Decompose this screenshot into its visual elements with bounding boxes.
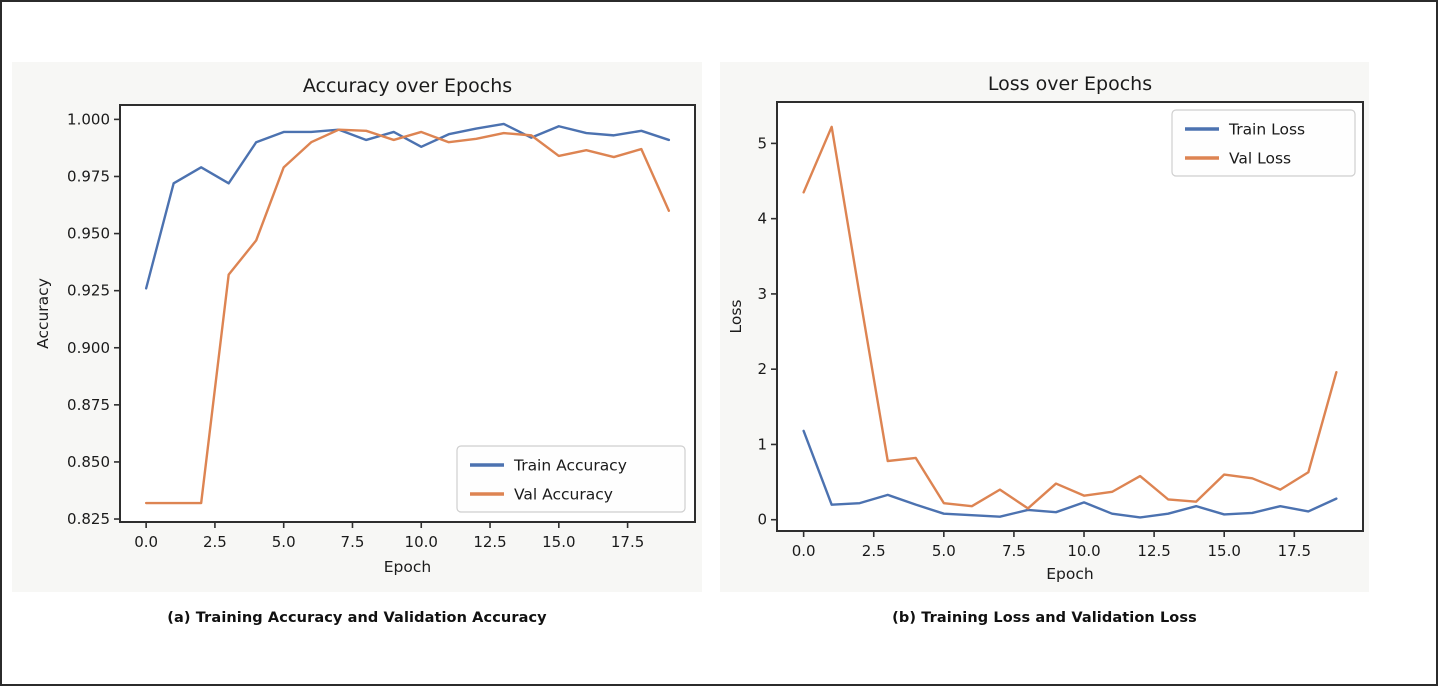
y-axis-label: Loss bbox=[727, 300, 745, 334]
legend-label: Train Accuracy bbox=[513, 457, 627, 475]
y-tick-label: 0.950 bbox=[67, 225, 110, 243]
y-axis-label: Accuracy bbox=[34, 278, 52, 349]
y-tick-label: 0.900 bbox=[67, 339, 110, 357]
y-tick-label: 1 bbox=[757, 435, 767, 453]
val-loss-line bbox=[802, 125, 1338, 510]
y-tick-label: 5 bbox=[757, 134, 767, 152]
x-tick-label: 7.5 bbox=[1002, 542, 1026, 560]
legend-box bbox=[456, 445, 686, 513]
y-tick-label: 2 bbox=[757, 360, 767, 378]
x-tick-label: 15.0 bbox=[1208, 542, 1241, 560]
y-tick-label: 0.825 bbox=[67, 510, 110, 528]
y-tick-label: 0.850 bbox=[67, 453, 110, 471]
y-tick-label: 4 bbox=[757, 210, 767, 228]
legend-label: Train Loss bbox=[1228, 121, 1305, 139]
caption-b: (b) Training Loss and Validation Loss bbox=[892, 610, 1197, 626]
legend-label: Val Accuracy bbox=[514, 486, 613, 504]
y-tick-label: 0 bbox=[757, 511, 767, 529]
x-tick-label: 5.0 bbox=[272, 533, 296, 551]
train-accuracy-line bbox=[144, 122, 671, 290]
x-tick-label: 7.5 bbox=[341, 533, 365, 551]
accuracy-chart: 0.0 2.5 5.0 7.5 10.0 12.5 15.0 17.5 0.825 0.850 0.… bbox=[34, 75, 696, 576]
y-tick-label: 0.975 bbox=[67, 167, 110, 185]
y-tick-label: 1.000 bbox=[67, 110, 110, 128]
x-axis-label: Epoch bbox=[384, 558, 431, 576]
x-tick-label: 17.5 bbox=[611, 533, 644, 551]
x-tick-label: 0.0 bbox=[792, 542, 816, 560]
loss-chart-panel: 0.0 2.5 5.0 7.5 10.0 12.5 15.0 17.5 0 1 2 3 4 5 Loss o… bbox=[720, 62, 1369, 592]
train-loss-line bbox=[802, 429, 1338, 519]
x-tick-label: 17.5 bbox=[1278, 542, 1311, 560]
x-tick-label: 2.5 bbox=[862, 542, 886, 560]
legend-label: Val Loss bbox=[1229, 150, 1291, 168]
x-tick-label: 10.0 bbox=[405, 533, 438, 551]
x-tick-label: 2.5 bbox=[203, 533, 227, 551]
loss-chart: 0.0 2.5 5.0 7.5 10.0 12.5 15.0 17.5 0 1 2 3 4 5 Loss o… bbox=[727, 73, 1364, 583]
x-axis-label: Epoch bbox=[1046, 565, 1093, 583]
y-tick-label: 0.925 bbox=[67, 282, 110, 300]
val-accuracy-line bbox=[144, 128, 671, 505]
caption-a: (a) Training Accuracy and Validation Acc… bbox=[167, 610, 547, 626]
x-tick-label: 12.5 bbox=[473, 533, 506, 551]
x-tick-label: 12.5 bbox=[1137, 542, 1170, 560]
y-tick-label: 0.875 bbox=[67, 396, 110, 414]
y-tick-label: 3 bbox=[757, 285, 767, 303]
x-tick-label: 5.0 bbox=[932, 542, 956, 560]
accuracy-chart-panel: 0.0 2.5 5.0 7.5 10.0 12.5 15.0 17.5 0.825 0.850 0.… bbox=[12, 62, 702, 592]
chart-title: Accuracy over Epochs bbox=[303, 75, 512, 97]
x-tick-label: 0.0 bbox=[134, 533, 158, 551]
x-tick-label: 10.0 bbox=[1067, 542, 1100, 560]
x-tick-label: 15.0 bbox=[542, 533, 575, 551]
chart-title: Loss over Epochs bbox=[988, 73, 1152, 95]
